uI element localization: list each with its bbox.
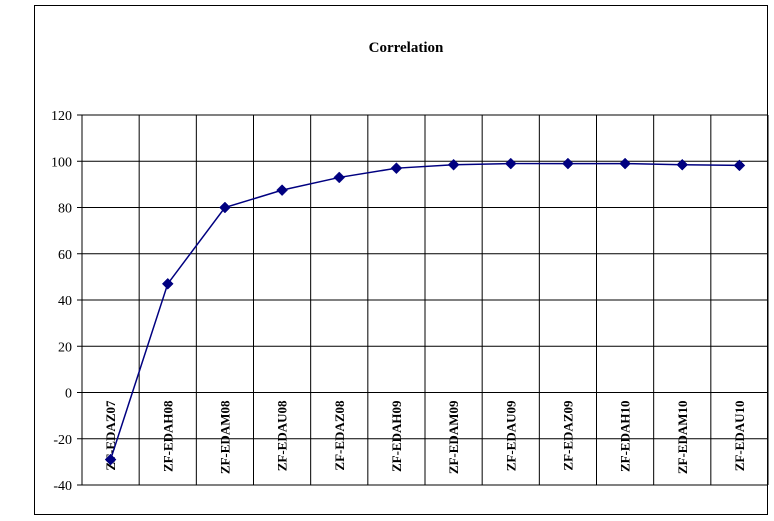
y-tick-label: -20: [53, 433, 72, 448]
x-tick-label: ZF-EDAH08: [160, 400, 175, 472]
x-tick-label: ZF-EDAH09: [389, 400, 404, 472]
y-tick-label: 60: [58, 248, 72, 263]
y-tick-label: 20: [58, 340, 72, 355]
data-point-marker: [619, 157, 631, 170]
series-group: [104, 157, 746, 466]
y-tick-label: 40: [58, 294, 72, 309]
data-point-marker: [390, 162, 403, 175]
y-tick-label: 0: [65, 387, 72, 402]
data-point-marker: [504, 157, 517, 170]
x-axis-ticks: ZF-EDAZ07 ZF-EDAH08 ZF-EDAM08 ZF-EDAU08 ZF-E…: [103, 400, 747, 474]
y-tick-label: 120: [51, 109, 72, 124]
data-point-marker: [562, 157, 574, 170]
chart-frame: [34, 5, 768, 515]
data-point-marker: [733, 159, 746, 172]
y-tick-label: 100: [51, 155, 72, 170]
x-tick-label: ZF-EDAU10: [732, 401, 747, 472]
y-tick-label: 80: [58, 202, 72, 217]
x-tick-label: ZF-EDAZ08: [332, 400, 347, 471]
x-tick-label: ZF-EDAM10: [675, 401, 690, 475]
y-tick-label: -40: [53, 479, 72, 494]
grid-lines: [77, 114, 769, 486]
chart-title: Correlation: [369, 40, 444, 56]
x-tick-label: ZF-EDAU09: [503, 400, 518, 471]
x-tick-label: ZF-EDAM09: [446, 400, 461, 474]
x-tick-label: ZF-EDAU08: [275, 400, 290, 471]
x-tick-label: ZF-EDAZ07: [103, 400, 118, 471]
data-point-marker: [276, 184, 288, 197]
data-point-marker: [104, 453, 117, 466]
x-tick-label: ZF-EDAH10: [618, 401, 633, 473]
data-point-marker: [676, 158, 689, 171]
x-tick-label: ZF-EDAM08: [217, 400, 232, 474]
x-tick-label: ZF-EDAZ09: [560, 400, 575, 471]
data-point-marker: [219, 201, 231, 214]
data-point-marker: [447, 158, 460, 171]
y-axis-ticks: 120 100 80 60 40 20 0 -20 -40: [51, 109, 72, 494]
data-point-marker: [333, 171, 346, 184]
series-line: [109, 162, 740, 460]
data-point-marker: [161, 277, 174, 290]
